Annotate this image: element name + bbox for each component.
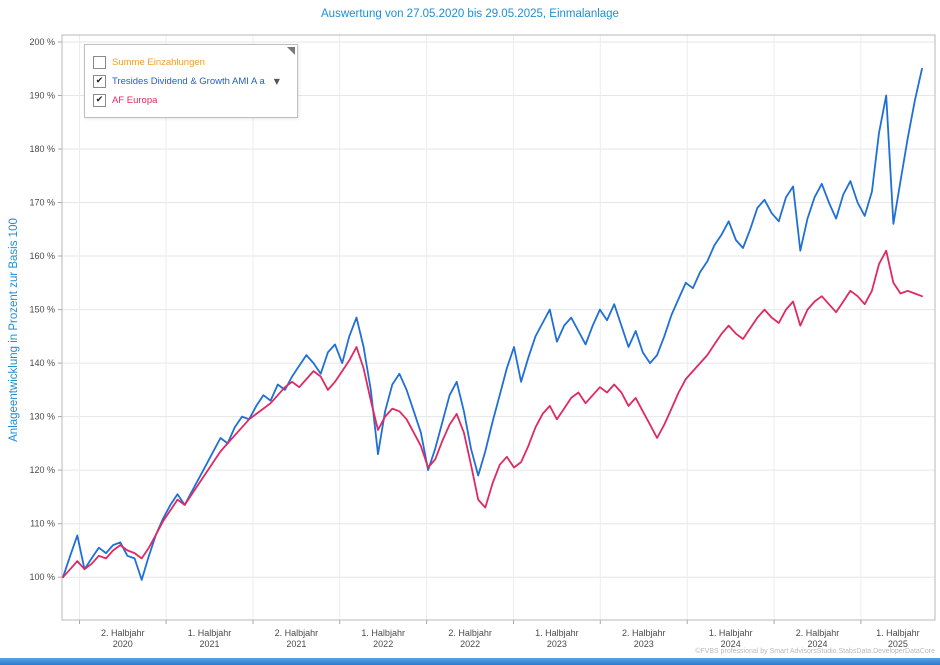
svg-text:100 %: 100 % xyxy=(29,572,55,582)
svg-text:1. Halbjahr: 1. Halbjahr xyxy=(535,628,579,638)
svg-text:190 %: 190 % xyxy=(29,91,55,101)
svg-text:200 %: 200 % xyxy=(29,37,55,47)
svg-text:1. Halbjahr: 1. Halbjahr xyxy=(188,628,232,638)
svg-text:120 %: 120 % xyxy=(29,465,55,475)
svg-text:2. Halbjahr: 2. Halbjahr xyxy=(622,628,666,638)
svg-text:2023: 2023 xyxy=(547,639,567,649)
legend-collapse-icon[interactable] xyxy=(287,47,295,55)
legend-item-label: AF Europa xyxy=(112,95,158,106)
svg-text:2. Halbjahr: 2. Halbjahr xyxy=(101,628,145,638)
svg-text:140 %: 140 % xyxy=(29,358,55,368)
page-title: Auswertung von 27.05.2020 bis 29.05.2025… xyxy=(321,8,619,20)
y-axis-title: Anlageentwicklung in Prozent zur Basis 1… xyxy=(8,218,20,442)
legend-item-label: Tresides Dividend & Growth AMI A a xyxy=(112,76,265,87)
svg-text:2. Halbjahr: 2. Halbjahr xyxy=(796,628,840,638)
legend-item-af-europa[interactable]: ✔ AF Europa xyxy=(93,91,289,110)
footer-bar xyxy=(0,658,940,665)
svg-text:1. Halbjahr: 1. Halbjahr xyxy=(709,628,753,638)
svg-text:110 %: 110 % xyxy=(30,519,55,529)
svg-text:2. Halbjahr: 2. Halbjahr xyxy=(275,628,319,638)
watermark-text: ©FVBS professional by Smart AdvisorsStud… xyxy=(695,648,935,655)
svg-text:2021: 2021 xyxy=(286,639,306,649)
svg-text:2. Halbjahr: 2. Halbjahr xyxy=(448,628,492,638)
svg-text:2022: 2022 xyxy=(460,639,480,649)
svg-text:2020: 2020 xyxy=(113,639,133,649)
svg-text:130 %: 130 % xyxy=(29,412,55,422)
svg-text:2021: 2021 xyxy=(199,639,219,649)
legend-item-tresides[interactable]: ✔ Tresides Dividend & Growth AMI A a ▼ xyxy=(93,72,289,91)
svg-text:2025: 2025 xyxy=(888,639,908,649)
legend-item-summe-einzahlungen[interactable]: Summe Einzahlungen xyxy=(93,53,289,72)
legend-panel[interactable]: Summe Einzahlungen ✔ Tresides Dividend &… xyxy=(84,44,298,118)
svg-text:1. Halbjahr: 1. Halbjahr xyxy=(361,628,405,638)
svg-text:2022: 2022 xyxy=(373,639,393,649)
chevron-down-icon[interactable]: ▼ xyxy=(273,77,280,86)
svg-text:1. Halbjahr: 1. Halbjahr xyxy=(876,628,920,638)
svg-text:150 %: 150 % xyxy=(29,305,55,315)
svg-text:2024: 2024 xyxy=(807,639,827,649)
legend-item-label: Summe Einzahlungen xyxy=(112,57,205,68)
svg-text:170 %: 170 % xyxy=(29,198,55,208)
svg-text:2024: 2024 xyxy=(721,639,741,649)
svg-text:160 %: 160 % xyxy=(29,251,55,261)
checkbox-af-europa[interactable]: ✔ xyxy=(93,94,106,107)
checkbox-summe-einzahlungen[interactable] xyxy=(93,56,106,69)
checkbox-tresides[interactable]: ✔ xyxy=(93,75,106,88)
svg-text:180 %: 180 % xyxy=(29,144,55,154)
svg-text:2023: 2023 xyxy=(634,639,654,649)
